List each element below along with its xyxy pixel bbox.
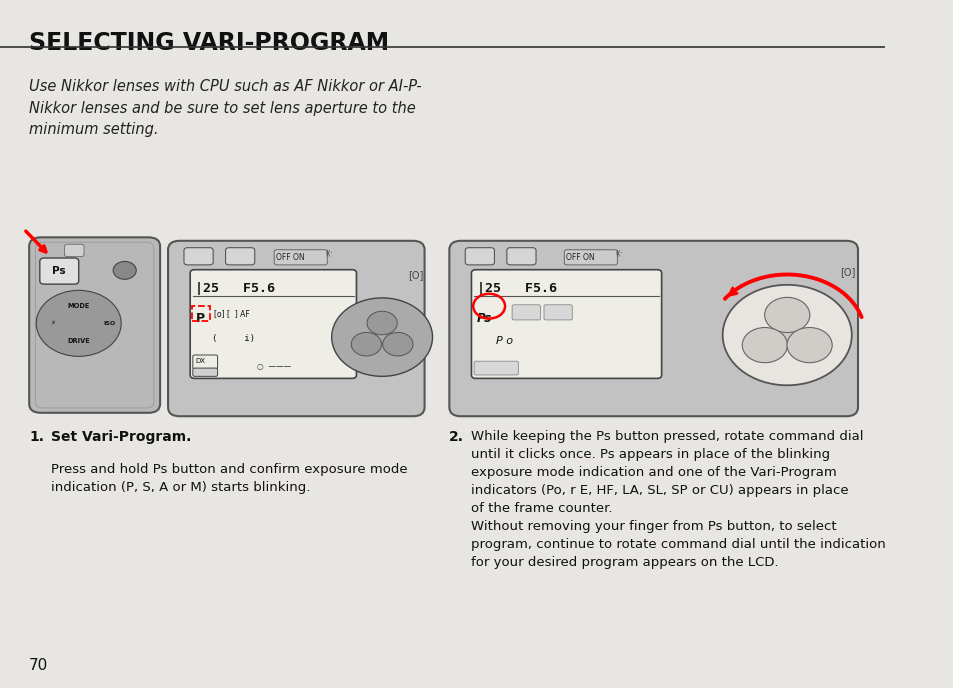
Circle shape	[770, 323, 802, 347]
FancyBboxPatch shape	[564, 250, 617, 265]
Text: DRIVE: DRIVE	[68, 338, 90, 343]
Text: DX: DX	[195, 358, 205, 364]
Text: |25   F5.6: |25 F5.6	[195, 282, 275, 295]
FancyBboxPatch shape	[40, 258, 79, 284]
Text: SELECTING VARI-PROGRAM: SELECTING VARI-PROGRAM	[30, 31, 389, 55]
Text: Ps: Ps	[476, 312, 492, 325]
FancyBboxPatch shape	[465, 248, 494, 265]
Text: MODE: MODE	[68, 303, 90, 309]
Text: ((·: ((·	[325, 249, 333, 256]
Circle shape	[113, 261, 136, 279]
Text: Press and hold ⁠Ps⁠ button and confirm exposure mode
indication (⁠P⁠, ⁠S⁠, ⁠A⁠ o: Press and hold ⁠Ps⁠ button and confirm e…	[51, 463, 408, 494]
FancyBboxPatch shape	[184, 248, 213, 265]
Text: (     i): ( i)	[213, 334, 255, 343]
FancyBboxPatch shape	[512, 305, 540, 320]
FancyBboxPatch shape	[65, 244, 84, 257]
Text: |25   F5.6: |25 F5.6	[476, 282, 557, 295]
FancyBboxPatch shape	[506, 248, 536, 265]
Text: Use Nikkor lenses with CPU such as AF Nikkor or AI-P-
Nikkor lenses and be sure : Use Nikkor lenses with CPU such as AF Ni…	[30, 79, 421, 138]
Circle shape	[332, 298, 432, 376]
Text: P o: P o	[496, 336, 513, 347]
FancyBboxPatch shape	[168, 241, 424, 416]
FancyBboxPatch shape	[449, 241, 857, 416]
Text: ○  ———: ○ ———	[256, 361, 291, 371]
FancyBboxPatch shape	[225, 248, 254, 265]
FancyBboxPatch shape	[30, 237, 160, 413]
Circle shape	[351, 332, 381, 356]
Circle shape	[763, 297, 809, 332]
Text: 1.: 1.	[30, 430, 44, 444]
Text: [O]: [O]	[408, 270, 423, 280]
Text: 2.: 2.	[449, 430, 464, 444]
Text: [O]: [O]	[839, 267, 854, 277]
Circle shape	[786, 327, 831, 363]
Text: 70: 70	[30, 658, 49, 673]
FancyBboxPatch shape	[274, 250, 327, 265]
FancyBboxPatch shape	[471, 270, 661, 378]
FancyBboxPatch shape	[193, 368, 217, 376]
Text: Set Vari-Program.: Set Vari-Program.	[51, 430, 192, 444]
Circle shape	[367, 311, 396, 335]
Text: ISO: ISO	[103, 321, 115, 326]
Text: OFF ON: OFF ON	[565, 252, 594, 262]
Text: While keeping the Ps button pressed, rotate command dial
until it clicks once. P: While keeping the Ps button pressed, rot…	[471, 430, 885, 569]
Circle shape	[722, 285, 851, 385]
Text: OFF ON: OFF ON	[275, 252, 304, 262]
Text: P: P	[195, 312, 204, 325]
Circle shape	[36, 290, 121, 356]
Text: ((·: ((·	[615, 249, 622, 256]
FancyBboxPatch shape	[190, 270, 356, 378]
Text: ⚡: ⚡	[51, 321, 55, 326]
Text: Ps: Ps	[52, 266, 66, 276]
FancyBboxPatch shape	[543, 305, 572, 320]
Text: [o] [  ] AF: [o] [ ] AF	[213, 310, 250, 319]
Circle shape	[741, 327, 786, 363]
Circle shape	[382, 332, 413, 356]
FancyBboxPatch shape	[474, 361, 517, 375]
